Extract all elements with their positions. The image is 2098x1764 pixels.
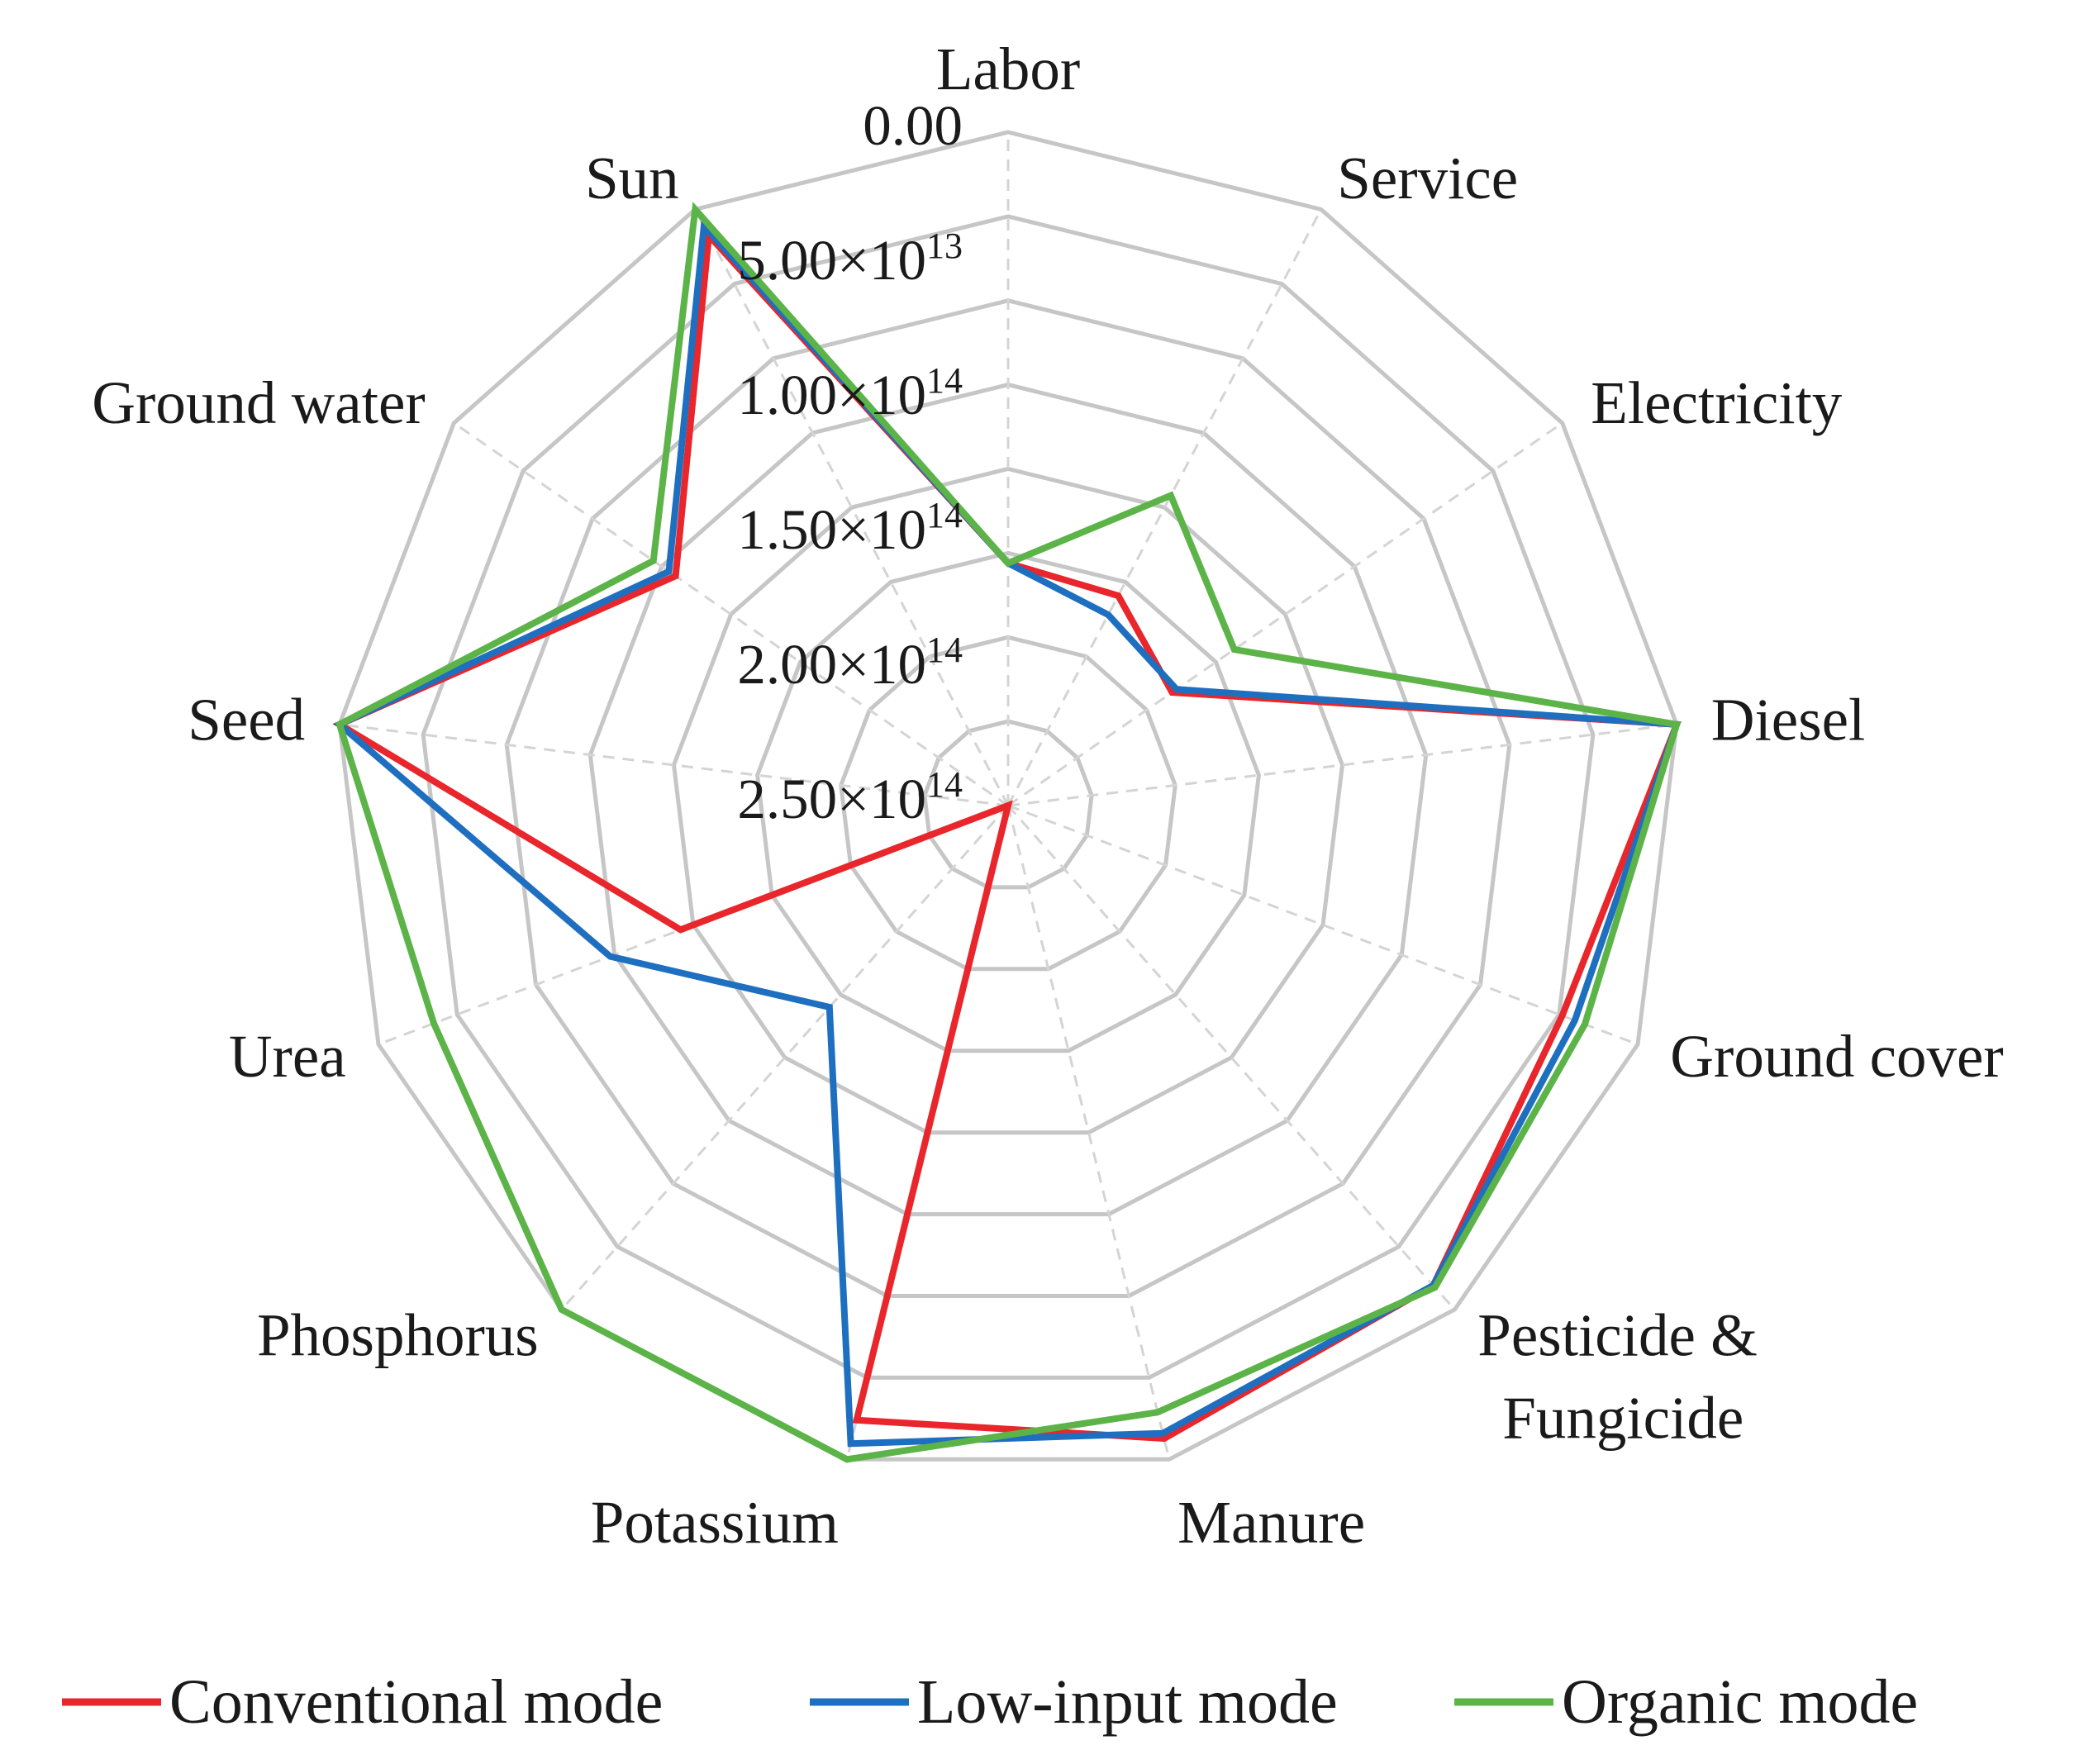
tick-label: 0.00 xyxy=(863,94,963,157)
tick-label: 1.50×1014 xyxy=(737,495,963,561)
legend-label-low-input-mode: Low-input mode xyxy=(917,1667,1338,1737)
grid-spoke xyxy=(339,723,1009,807)
tick-label: 2.50×1014 xyxy=(737,764,963,830)
grid-spoke xyxy=(1006,805,1171,1460)
tick-label: 5.00×1013 xyxy=(737,226,963,292)
legend-label-conventional-mode: Conventional mode xyxy=(169,1667,663,1737)
category-label-labor: Labor xyxy=(936,36,1080,102)
category-label-ground-water: Ground water xyxy=(92,369,425,436)
category-label-manure: Manure xyxy=(1177,1489,1365,1556)
grid-ring xyxy=(504,298,1512,1298)
legend: Conventional mode Low-input mode Organic m… xyxy=(62,1667,1918,1737)
grid-ring xyxy=(755,550,1261,1053)
grid-spoke xyxy=(560,805,1010,1310)
grid-ring xyxy=(421,214,1596,1380)
grid-spoke xyxy=(1006,805,1456,1310)
category-label-phosphorus: Phosphorus xyxy=(257,1302,539,1369)
grid-ring xyxy=(922,719,1094,890)
legend-label-organic-mode: Organic mode xyxy=(1562,1667,1918,1737)
grid xyxy=(337,130,1679,1462)
grid-spoke xyxy=(1007,804,1639,1046)
tick-label: 2.00×1014 xyxy=(737,630,963,696)
grid-spoke xyxy=(1006,208,1323,806)
category-label-service: Service xyxy=(1337,145,1518,212)
grid-ring xyxy=(839,635,1177,972)
category-label-electricity: Electricity xyxy=(1591,369,1843,436)
grid-spoke xyxy=(693,208,1010,806)
grid-ring xyxy=(671,466,1345,1135)
category-label-potassium: Potassium xyxy=(591,1489,839,1556)
category-label-seed: Seed xyxy=(188,687,305,754)
grid-spoke xyxy=(1007,723,1677,807)
grid-ring xyxy=(337,130,1679,1462)
category-label-pesticide: Pesticide & xyxy=(1477,1302,1758,1369)
series-line-organic-mode xyxy=(335,202,1682,1463)
grid-spoke xyxy=(378,804,1009,1046)
tick-label: 1.00×1014 xyxy=(737,360,963,426)
grid-spoke xyxy=(453,421,1009,807)
grid-ring xyxy=(588,383,1429,1217)
tick-labels: 0.00 5.00×1013 1.00×1014 1.50×1014 2.00×1014… xyxy=(737,94,963,830)
category-label-pesticide-line2: Fungicide xyxy=(1502,1385,1744,1452)
grid-spoke xyxy=(1007,421,1563,807)
category-label-ground-cover: Ground cover xyxy=(1670,1023,2003,1090)
category-labels: Labor Service Electricity Diesel Ground cove… xyxy=(92,36,2003,1556)
category-label-diesel: Diesel xyxy=(1711,687,1866,754)
category-label-sun: Sun xyxy=(585,145,679,212)
series-lines xyxy=(332,202,1682,1463)
category-label-urea: Urea xyxy=(229,1023,346,1090)
